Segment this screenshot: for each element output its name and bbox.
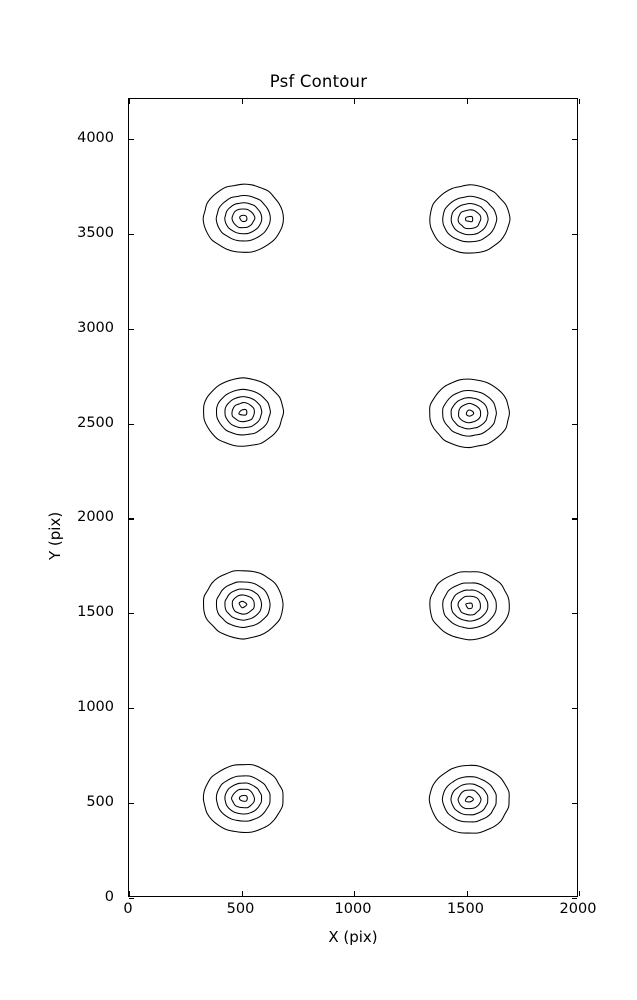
contour-level-5 — [465, 409, 475, 417]
y-tick-500 — [572, 803, 577, 805]
y-tick-2000 — [129, 518, 134, 520]
y-tick-label-group: 0 500 1000 1500 2000 2500 3000 3500 4000 — [0, 0, 122, 1000]
contour-level-5 — [238, 600, 248, 609]
contour-blob-psf-3 — [429, 378, 510, 449]
x-tick-0 — [129, 891, 131, 896]
y-tick-1500 — [129, 613, 134, 615]
contour-blob-psf-2 — [203, 377, 285, 447]
contour-level-5 — [238, 408, 248, 416]
y-tick-2000 — [572, 518, 577, 520]
x-tick-2000 — [579, 891, 581, 896]
contour-level-4 — [458, 402, 482, 424]
contour-level-1 — [429, 571, 510, 641]
contour-level-3 — [450, 589, 489, 622]
x-tick-1500 — [466, 891, 468, 896]
contour-level-2 — [442, 389, 497, 437]
y-tick-label-4000: 4000 — [77, 129, 114, 146]
contour-level-1 — [202, 183, 284, 253]
y-tick-1000 — [129, 708, 134, 710]
contour-level-1 — [203, 377, 285, 447]
y-tick-1500 — [572, 613, 577, 615]
plot-axes — [128, 98, 581, 900]
y-tick-label-2500: 2500 — [77, 414, 114, 431]
y-tick-4000 — [572, 138, 577, 140]
contour-level-3 — [224, 202, 263, 235]
contour-level-2 — [215, 581, 271, 629]
contour-level-2 — [215, 388, 271, 436]
x-tick-label-500: 500 — [226, 901, 255, 917]
contour-level-3 — [450, 783, 489, 816]
contour-level-4 — [457, 595, 481, 616]
contour-level-3 — [224, 396, 263, 429]
contour-level-1 — [202, 763, 284, 834]
y-tick-3000 — [129, 328, 134, 330]
y-axis-label: Y (pix) — [46, 511, 64, 560]
y-tick-500 — [129, 803, 134, 805]
contour-level-3 — [224, 782, 263, 815]
x-tick-label-1000: 1000 — [334, 901, 372, 917]
x-tick-1500 — [466, 99, 468, 104]
y-tick-label-2000: 2000 — [77, 509, 114, 526]
contour-level-3 — [450, 397, 489, 430]
x-tick-1000 — [354, 891, 356, 896]
contour-level-5 — [465, 602, 473, 610]
contour-level-4 — [231, 402, 255, 423]
y-tick-label-0: 0 — [104, 889, 114, 905]
contour-blob-psf-6 — [202, 763, 284, 834]
x-tick-500 — [241, 99, 243, 104]
y-tick-label-500: 500 — [86, 794, 114, 811]
x-axis-label: X (pix) — [328, 928, 378, 946]
contour-blob-psf-4 — [202, 570, 284, 640]
y-tick-2500 — [129, 423, 134, 425]
contour-level-5 — [464, 215, 474, 223]
contour-level-4 — [231, 208, 256, 229]
y-tick-0 — [572, 898, 577, 900]
contour-level-1 — [202, 570, 284, 640]
y-tick-label-3500: 3500 — [77, 224, 114, 241]
contour-level-1 — [428, 764, 510, 834]
y-tick-3000 — [572, 328, 577, 330]
x-tick-label-1500: 1500 — [447, 901, 484, 917]
contour-level-5 — [238, 794, 248, 802]
contour-plot-area — [202, 183, 511, 834]
contour-level-3 — [450, 203, 489, 236]
y-tick-label-1500: 1500 — [77, 604, 114, 621]
y-tick-4000 — [129, 138, 134, 140]
contour-level-4 — [457, 209, 482, 230]
y-tick-label-3000: 3000 — [77, 319, 114, 336]
y-tick-2500 — [572, 423, 577, 425]
contour-level-3 — [224, 588, 263, 621]
contour-level-4 — [457, 789, 482, 810]
contour-level-2 — [215, 775, 271, 822]
contour-level-4 — [230, 788, 255, 809]
x-tick-500 — [241, 891, 243, 896]
y-tick-3500 — [129, 233, 134, 235]
contour-level-5 — [464, 795, 474, 803]
contour-blob-psf-0 — [202, 183, 284, 253]
x-tick-label-0: 0 — [123, 901, 133, 917]
x-tick-2000 — [579, 99, 581, 104]
contour-blob-psf-1 — [429, 184, 511, 254]
contour-level-2 — [442, 582, 497, 629]
contour-blob-psf-5 — [429, 571, 510, 641]
y-tick-0 — [129, 898, 134, 900]
contour-level-4 — [231, 594, 255, 615]
x-tick-1000 — [354, 99, 356, 104]
contour-level-2 — [441, 776, 497, 823]
y-tick-label-1000: 1000 — [77, 699, 114, 716]
y-tick-1000 — [572, 708, 577, 710]
page-title: Psf Contour — [269, 72, 368, 91]
x-tick-label-2000: 2000 — [559, 901, 597, 917]
x-tick-0 — [129, 99, 131, 104]
contour-level-5 — [239, 214, 248, 222]
contour-level-1 — [429, 378, 510, 449]
contour-level-2 — [215, 194, 271, 242]
contour-level-1 — [429, 184, 511, 254]
contour-level-2 — [442, 195, 498, 243]
y-tick-3500 — [572, 233, 577, 235]
contour-blob-psf-7 — [428, 764, 510, 834]
